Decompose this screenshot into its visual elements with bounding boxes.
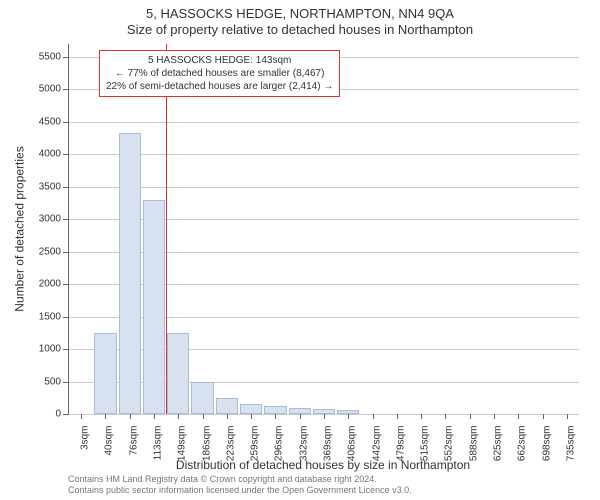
x-axis-title: Distribution of detached houses by size … <box>68 458 578 472</box>
y-tick-label: 0 <box>21 409 61 420</box>
x-tick-mark <box>275 414 276 419</box>
x-tick-mark <box>421 414 422 419</box>
y-tick-label: 4500 <box>21 116 61 127</box>
annotation-line2: ← 77% of detached houses are smaller (8,… <box>106 67 333 80</box>
x-tick-label: 515sqm <box>420 426 431 462</box>
y-tick-label: 2000 <box>21 279 61 290</box>
y-tick-mark <box>63 57 68 58</box>
x-tick-label: 735sqm <box>565 426 576 462</box>
histogram-bar <box>94 333 116 414</box>
y-tick-mark <box>63 382 68 383</box>
y-tick-label: 500 <box>21 376 61 387</box>
x-tick-mark <box>105 414 106 419</box>
x-tick-mark <box>567 414 568 419</box>
histogram-bar <box>143 200 165 414</box>
x-tick-label: 332sqm <box>298 426 309 462</box>
y-tick-mark <box>63 349 68 350</box>
y-axis-title: Number of detached properties <box>12 44 28 414</box>
y-tick-mark <box>63 414 68 415</box>
x-tick-mark <box>251 414 252 419</box>
y-tick-mark <box>63 219 68 220</box>
histogram-bar <box>337 410 359 414</box>
x-tick-mark <box>178 414 179 419</box>
y-tick-label: 2500 <box>21 246 61 257</box>
grid-line <box>69 154 579 155</box>
y-tick-label: 4000 <box>21 149 61 160</box>
y-tick-mark <box>63 317 68 318</box>
chart-title-line2: Size of property relative to detached ho… <box>0 22 600 37</box>
x-tick-label: 40sqm <box>104 426 115 456</box>
histogram-bar <box>191 382 213 414</box>
x-tick-label: 259sqm <box>250 426 261 462</box>
x-tick-mark <box>348 414 349 419</box>
grid-line <box>69 122 579 123</box>
y-tick-mark <box>63 89 68 90</box>
histogram-bar <box>289 408 311 414</box>
y-tick-mark <box>63 122 68 123</box>
y-tick-label: 1000 <box>21 344 61 355</box>
y-tick-label: 1500 <box>21 311 61 322</box>
histogram-bar <box>240 404 262 414</box>
x-tick-label: 662sqm <box>517 426 528 462</box>
x-tick-label: 625sqm <box>493 426 504 462</box>
x-tick-label: 223sqm <box>225 426 236 462</box>
x-tick-mark <box>324 414 325 419</box>
histogram-bar <box>167 333 189 414</box>
x-tick-label: 149sqm <box>177 426 188 462</box>
x-tick-mark <box>397 414 398 419</box>
footer: Contains HM Land Registry data © Crown c… <box>68 474 412 497</box>
annotation-line3: 22% of semi-detached houses are larger (… <box>106 80 333 93</box>
x-tick-mark <box>130 414 131 419</box>
y-tick-label: 5500 <box>21 51 61 62</box>
x-tick-mark <box>81 414 82 419</box>
x-tick-mark <box>203 414 204 419</box>
histogram-bar <box>216 398 238 414</box>
x-tick-label: 369sqm <box>323 426 334 462</box>
annotation-box: 5 HASSOCKS HEDGE: 143sqm ← 77% of detach… <box>99 50 340 97</box>
x-tick-label: 186sqm <box>201 426 212 462</box>
x-tick-label: 113sqm <box>153 426 164 461</box>
x-tick-label: 296sqm <box>274 426 285 462</box>
y-tick-label: 5000 <box>21 84 61 95</box>
x-tick-mark <box>154 414 155 419</box>
histogram-bar <box>264 406 286 414</box>
y-tick-mark <box>63 284 68 285</box>
x-tick-mark <box>445 414 446 419</box>
y-tick-mark <box>63 187 68 188</box>
y-tick-label: 3000 <box>21 214 61 225</box>
x-tick-label: 479sqm <box>395 426 406 462</box>
histogram-bar <box>313 409 335 414</box>
x-tick-mark <box>300 414 301 419</box>
footer-line1: Contains HM Land Registry data © Crown c… <box>68 474 412 485</box>
x-tick-label: 698sqm <box>541 426 552 462</box>
x-tick-mark <box>518 414 519 419</box>
x-tick-label: 3sqm <box>80 426 91 450</box>
x-tick-mark <box>494 414 495 419</box>
y-tick-label: 3500 <box>21 181 61 192</box>
chart-title-line1: 5, HASSOCKS HEDGE, NORTHAMPTON, NN4 9QA <box>0 6 600 21</box>
plot-area: 5 HASSOCKS HEDGE: 143sqm ← 77% of detach… <box>68 44 579 415</box>
x-tick-mark <box>227 414 228 419</box>
x-tick-mark <box>543 414 544 419</box>
footer-line2: Contains public sector information licen… <box>68 485 412 496</box>
chart-container: 5, HASSOCKS HEDGE, NORTHAMPTON, NN4 9QA … <box>0 0 600 500</box>
histogram-bar <box>119 133 141 414</box>
x-tick-mark <box>373 414 374 419</box>
y-tick-mark <box>63 252 68 253</box>
x-tick-label: 76sqm <box>128 426 139 456</box>
x-tick-mark <box>470 414 471 419</box>
x-tick-label: 406sqm <box>347 426 358 462</box>
x-tick-label: 442sqm <box>371 426 382 462</box>
y-tick-mark <box>63 154 68 155</box>
annotation-line1: 5 HASSOCKS HEDGE: 143sqm <box>106 54 333 67</box>
marker-line <box>166 44 167 414</box>
x-tick-label: 588sqm <box>468 426 479 462</box>
x-tick-label: 552sqm <box>444 426 455 462</box>
grid-line <box>69 187 579 188</box>
